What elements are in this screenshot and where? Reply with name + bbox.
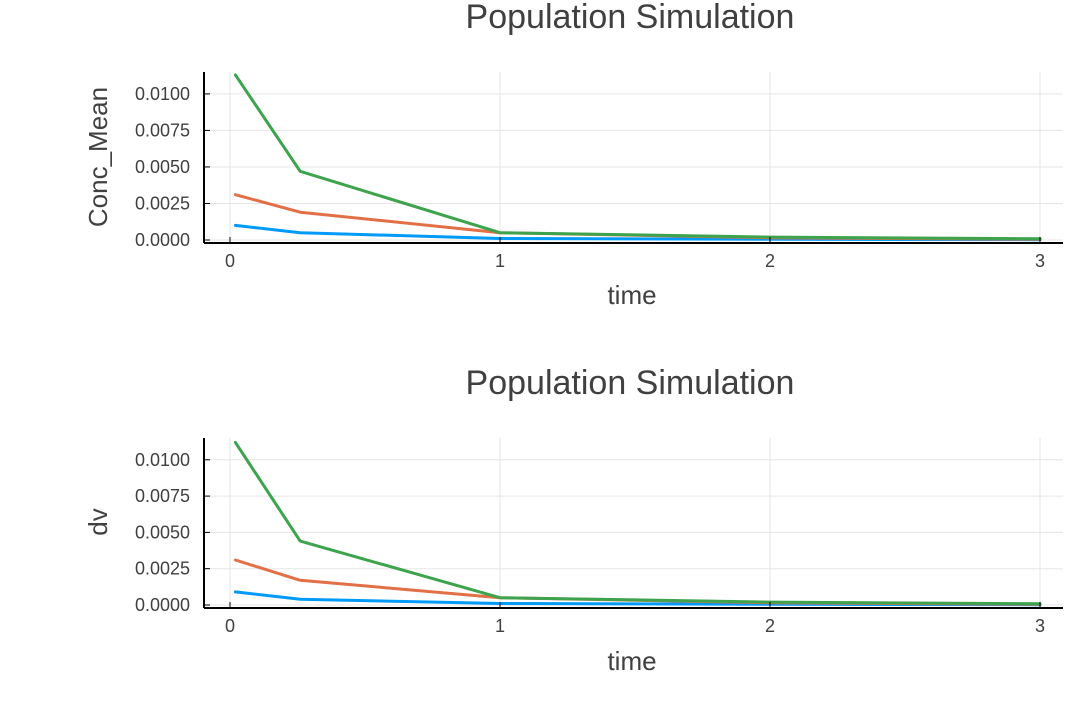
series-line-3 <box>233 73 1042 241</box>
y-tick-label: 0.0000 <box>135 595 190 615</box>
x-tick-label: 3 <box>1035 616 1045 636</box>
y-tick-label: 0.0075 <box>135 486 190 506</box>
y-tick-labels: 0.0000 0.0025 0.0050 0.0075 0.0100 <box>135 84 190 250</box>
x-axis-label: time <box>607 646 656 676</box>
y-tick-label: 0.0100 <box>135 450 190 470</box>
series-layer <box>233 73 1042 242</box>
x-tick-label: 0 <box>225 616 235 636</box>
y-tick-label: 0.0025 <box>135 559 190 579</box>
x-tick-label: 3 <box>1035 251 1045 271</box>
gridlines <box>204 72 1063 243</box>
x-tick-labels: 0 1 2 3 <box>225 251 1045 271</box>
y-tick-label: 0.0000 <box>135 230 190 250</box>
x-tick-label: 0 <box>225 251 235 271</box>
y-tick-labels: 0.0000 0.0025 0.0050 0.0075 0.0100 <box>135 450 190 615</box>
chart-panel-conc-mean: Population Simulation 0.0000 0.0025 0.0050… <box>83 0 1063 310</box>
x-tick-label: 1 <box>495 251 505 271</box>
x-tick-label: 2 <box>765 251 775 271</box>
y-tick-label: 0.0050 <box>135 522 190 542</box>
chart-title: Population Simulation <box>466 364 795 402</box>
y-tick-label: 0.0050 <box>135 157 190 177</box>
axes <box>203 438 1063 609</box>
y-tick-label: 0.0025 <box>135 193 190 213</box>
y-axis-label: dv <box>83 508 113 535</box>
series-line-2 <box>233 193 1042 241</box>
x-tick-label: 2 <box>765 616 775 636</box>
y-axis-label: Conc_Mean <box>83 87 113 227</box>
y-tick-label: 0.0075 <box>135 120 190 140</box>
axes <box>203 72 1063 244</box>
y-tick-label: 0.0100 <box>135 84 190 104</box>
series-layer <box>233 440 1042 607</box>
x-tick-labels: 0 1 2 3 <box>225 616 1045 636</box>
x-tick-label: 1 <box>495 616 505 636</box>
x-axis-label: time <box>607 280 656 310</box>
series-line-3 <box>233 440 1042 606</box>
series-line-2 <box>233 558 1042 606</box>
chart-panel-dv: Population Simulation 0.0000 0.0025 0.0050… <box>83 364 1063 676</box>
chart-title: Population Simulation <box>466 0 795 36</box>
